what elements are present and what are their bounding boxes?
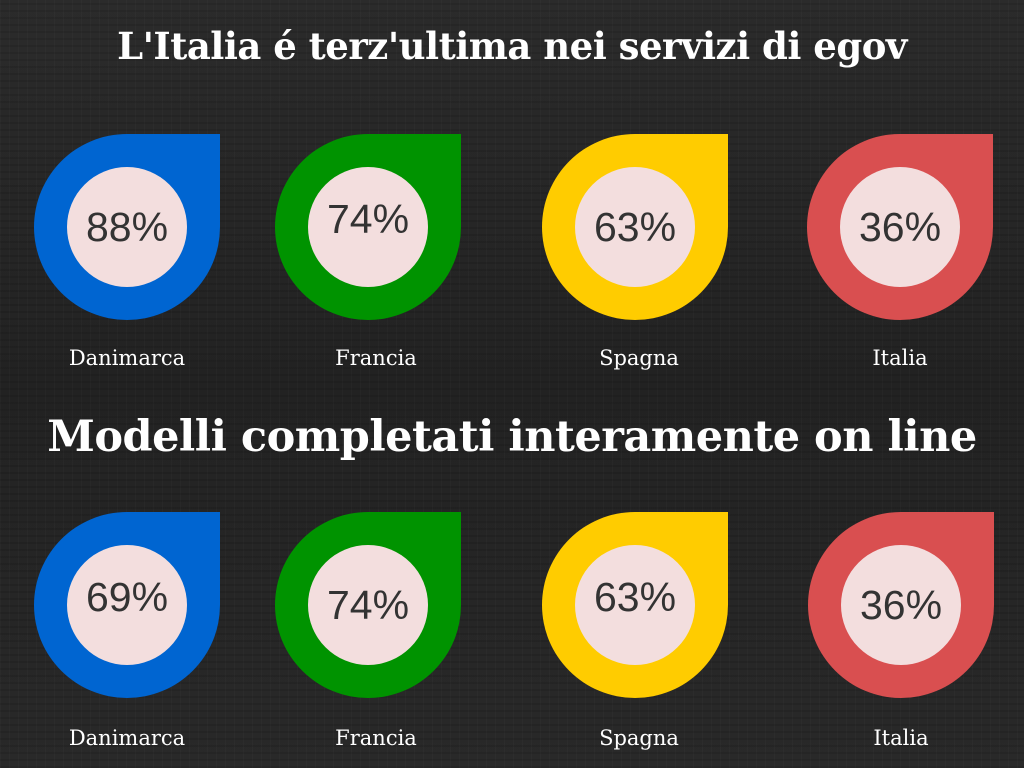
value-circle	[841, 545, 961, 665]
value-circle	[308, 545, 428, 665]
value-label: 36%	[859, 582, 943, 628]
value-label: 88%	[85, 204, 169, 250]
country-label: Italia	[872, 346, 928, 370]
francia-drop-1: 74%	[275, 134, 461, 320]
value-label: 69%	[85, 574, 169, 620]
country-label: Spagna	[599, 346, 679, 370]
country-label: Francia	[335, 726, 417, 750]
value-label: 74%	[326, 582, 410, 628]
value-circle	[67, 167, 187, 287]
country-label: Spagna	[599, 726, 679, 750]
danimarca-drop-1: 88%	[34, 134, 220, 320]
danimarca-drop-2: 69%	[34, 512, 220, 698]
value-circle	[67, 545, 187, 665]
value-label: 74%	[326, 196, 410, 242]
country-label: Danimarca	[68, 346, 186, 370]
value-label: 36%	[858, 204, 942, 250]
francia-drop-2: 74%	[275, 512, 461, 698]
section-1-title: L'Italia é terz'ultima nei servizi di eg…	[117, 24, 907, 68]
value-circle	[840, 167, 960, 287]
section-2-title: Modelli completati interamente on line	[47, 412, 977, 462]
country-label: Italia	[873, 726, 929, 750]
value-circle	[575, 167, 695, 287]
country-label: Danimarca	[68, 726, 186, 750]
value-circle	[308, 167, 428, 287]
value-circle	[575, 545, 695, 665]
italia-drop-1: 36%	[807, 134, 993, 320]
country-label: Francia	[335, 346, 417, 370]
italia-drop-2: 36%	[808, 512, 994, 698]
spagna-drop-2: 63%	[542, 512, 728, 698]
value-label: 63%	[593, 574, 677, 620]
spagna-drop-1: 63%	[542, 134, 728, 320]
value-label: 63%	[593, 204, 677, 250]
